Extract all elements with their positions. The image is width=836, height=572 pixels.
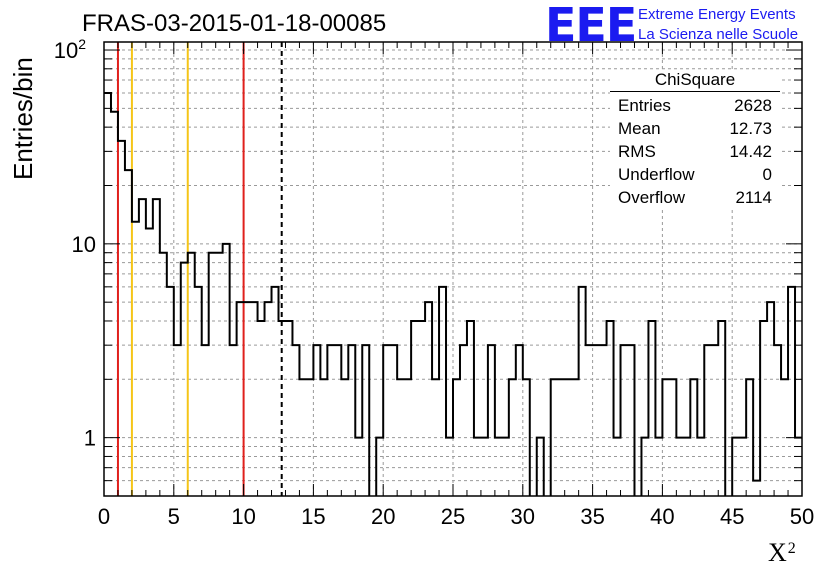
- x-tick-label: 45: [720, 504, 744, 529]
- x-tick-label: 5: [168, 504, 180, 529]
- y-tick-label: 1: [84, 426, 96, 451]
- stats-box-title: ChiSquare: [610, 70, 780, 92]
- x-tick-label: 10: [231, 504, 255, 529]
- stats-box: ChiSquare Entries 2628 Mean 12.73 RMS 14.42 Un…: [610, 70, 780, 210]
- y-tick-label-base: 1: [84, 426, 96, 451]
- stats-row: Mean 12.73: [610, 118, 780, 141]
- x-tick-label: 25: [441, 504, 465, 529]
- x-axis-label: X2: [768, 538, 796, 567]
- y-tick-label: 10: [72, 232, 96, 257]
- stats-label: Overflow: [618, 188, 686, 207]
- logo-line-1: Extreme Energy Events: [638, 6, 796, 23]
- logo-mark: EEE: [545, 0, 637, 52]
- chart-title: FRAS-03-2015-01-18-00085: [82, 10, 387, 37]
- stats-value: 14.42: [729, 142, 772, 161]
- logo-line-2: La Scienza nelle Scuole: [638, 26, 799, 43]
- stats-row: RMS 14.42: [610, 141, 780, 164]
- stats-value: 0: [762, 165, 772, 184]
- stats-label: Underflow: [618, 165, 695, 184]
- stats-row: Overflow 2114: [610, 187, 780, 210]
- y-tick-label-exponent: 2: [78, 36, 86, 52]
- stats-value: 2628: [734, 96, 772, 115]
- stats-row: Entries 2628: [610, 95, 780, 118]
- y-tick-label: 102: [54, 36, 86, 63]
- x-tick-label: 0: [98, 504, 110, 529]
- stats-label: Entries: [618, 96, 671, 115]
- y-tick-label-base: 10: [54, 38, 78, 63]
- y-tick-label-base: 10: [72, 232, 96, 257]
- x-tick-label: 40: [650, 504, 674, 529]
- stats-value: 2114: [735, 188, 772, 207]
- stats-label: Mean: [618, 119, 661, 138]
- histogram-series: [104, 92, 802, 496]
- x-tick-label: 15: [301, 504, 325, 529]
- x-tick-label: 20: [371, 504, 395, 529]
- x-tick-label: 35: [580, 504, 604, 529]
- x-tick-label: 50: [790, 504, 814, 529]
- stats-value: 12.73: [729, 119, 772, 138]
- stats-row: Underflow 0: [610, 164, 780, 187]
- x-tick-label: 30: [511, 504, 535, 529]
- stats-label: RMS: [618, 142, 656, 161]
